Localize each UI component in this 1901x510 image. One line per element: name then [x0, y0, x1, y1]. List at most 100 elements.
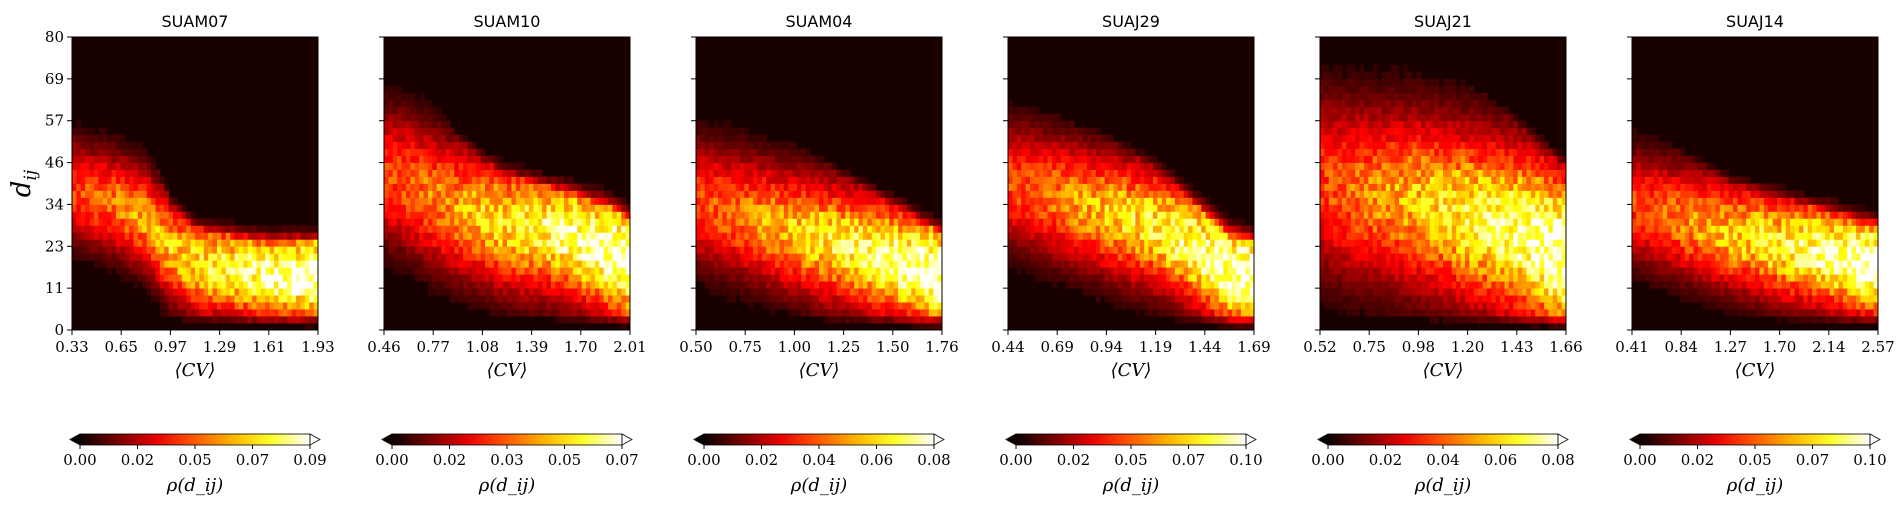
heatmap-cell [423, 211, 429, 219]
heatmap-cell [80, 176, 86, 184]
heatmap-cell [898, 281, 903, 289]
heatmap-cell [507, 211, 512, 219]
colorbar-label: ρ(d_ij) [478, 475, 536, 496]
heatmap-cell [129, 239, 134, 247]
heatmap-cell [1051, 134, 1057, 143]
heatmap-cell [1205, 246, 1211, 254]
heatmap-cell [1025, 260, 1031, 268]
heatmap-cell [168, 253, 174, 261]
heatmap-cell [862, 267, 868, 275]
heatmap-cell [1016, 204, 1022, 212]
heatmap-cell [76, 162, 82, 170]
colorbar-label: ρ(d_ij) [1102, 475, 1160, 496]
heatmap-cell [616, 197, 622, 205]
heatmap-cell [700, 204, 706, 212]
heatmap-cell [717, 183, 723, 191]
heatmap-cell [832, 267, 837, 275]
heatmap-cell [230, 239, 235, 247]
heatmap-cell [287, 281, 293, 289]
heatmap-cell [753, 295, 758, 303]
heatmap-cell [414, 239, 420, 247]
heatmap-cell [1192, 281, 1198, 289]
heatmap-cell [832, 162, 837, 170]
heatmap-cell [700, 225, 706, 233]
heatmap-cell [564, 316, 569, 324]
heatmap-cell [1038, 232, 1044, 240]
heatmap-cell [427, 253, 433, 261]
heatmap-cell [507, 176, 512, 184]
heatmap-cell [449, 218, 455, 226]
heatmap-cell [840, 267, 846, 275]
heatmap-cell [1109, 190, 1114, 198]
heatmap-cell [542, 211, 547, 219]
heatmap-cell [704, 190, 710, 198]
heatmap-cell [102, 127, 108, 136]
heatmap-cell [471, 218, 477, 226]
heatmap-cell [432, 246, 438, 254]
heatmap-cell [502, 302, 508, 310]
heatmap-cell [744, 218, 750, 226]
heatmap-cell [1249, 274, 1255, 282]
heatmap-cell [225, 218, 231, 226]
heatmap-cell [498, 295, 503, 303]
x-tick-label: 0.65 [104, 338, 137, 356]
heatmap-cell [928, 281, 934, 289]
heatmap-cell [1065, 218, 1070, 226]
heatmap-cell [300, 260, 306, 268]
heatmap-cell [432, 260, 438, 268]
heatmap-cell [1016, 218, 1022, 226]
heatmap-cell [761, 239, 767, 247]
heatmap-cell [823, 281, 829, 289]
heatmap-cell [89, 211, 95, 219]
heatmap-cell [722, 288, 728, 296]
heatmap-cell [572, 302, 578, 310]
heatmap-cell [858, 183, 864, 191]
heatmap-cell [1060, 197, 1066, 205]
heatmap-cell [401, 99, 407, 108]
heatmap-cell [559, 183, 565, 191]
heatmap-cell [1324, 106, 1330, 115]
heatmap-cell [493, 246, 499, 254]
heatmap-cell [1337, 141, 1343, 150]
heatmap-cell [1025, 204, 1031, 212]
heatmap-cell [819, 274, 824, 282]
heatmap-cell [797, 246, 802, 254]
heatmap-cell [454, 134, 460, 143]
heatmap-cell [1021, 218, 1026, 226]
heatmap-cell [1073, 148, 1079, 156]
heatmap-cell [739, 218, 745, 226]
heatmap-cell [1113, 288, 1119, 296]
heatmap-cell [911, 246, 917, 254]
heatmap-cell [238, 302, 244, 310]
heatmap-cell [1034, 141, 1040, 150]
heatmap-cell [1016, 148, 1022, 156]
heatmap-cell [739, 190, 745, 198]
heatmap-cell [1091, 253, 1097, 261]
heatmap-cell [397, 253, 402, 261]
heatmap-cell [577, 302, 583, 310]
heatmap-cell [520, 267, 525, 275]
heatmap-cell [85, 155, 90, 163]
heatmap-cell [1320, 113, 1325, 122]
heatmap-cell [766, 141, 772, 150]
heatmap-cell [726, 267, 732, 275]
heatmap-cell [537, 232, 543, 240]
heatmap-cell [770, 232, 776, 240]
heatmap-cell [1025, 190, 1031, 198]
heatmap-cell [775, 225, 780, 233]
heatmap-cell [216, 218, 222, 226]
heatmap-cell [713, 141, 719, 150]
heatmap-cell [159, 190, 165, 198]
heatmap-cell [80, 134, 86, 143]
heatmap-cell [524, 288, 530, 296]
heatmap-cell [1320, 260, 1325, 268]
heatmap-cell [1333, 85, 1338, 94]
heatmap-cell [1038, 113, 1044, 122]
heatmap-cell [906, 253, 912, 261]
heatmap-cell [533, 225, 539, 233]
heatmap-cell [555, 232, 561, 240]
heatmap-cell [252, 316, 257, 324]
heatmap-cell [1320, 169, 1325, 177]
heatmap-cell [775, 274, 780, 282]
heatmap-cell [1021, 176, 1026, 184]
